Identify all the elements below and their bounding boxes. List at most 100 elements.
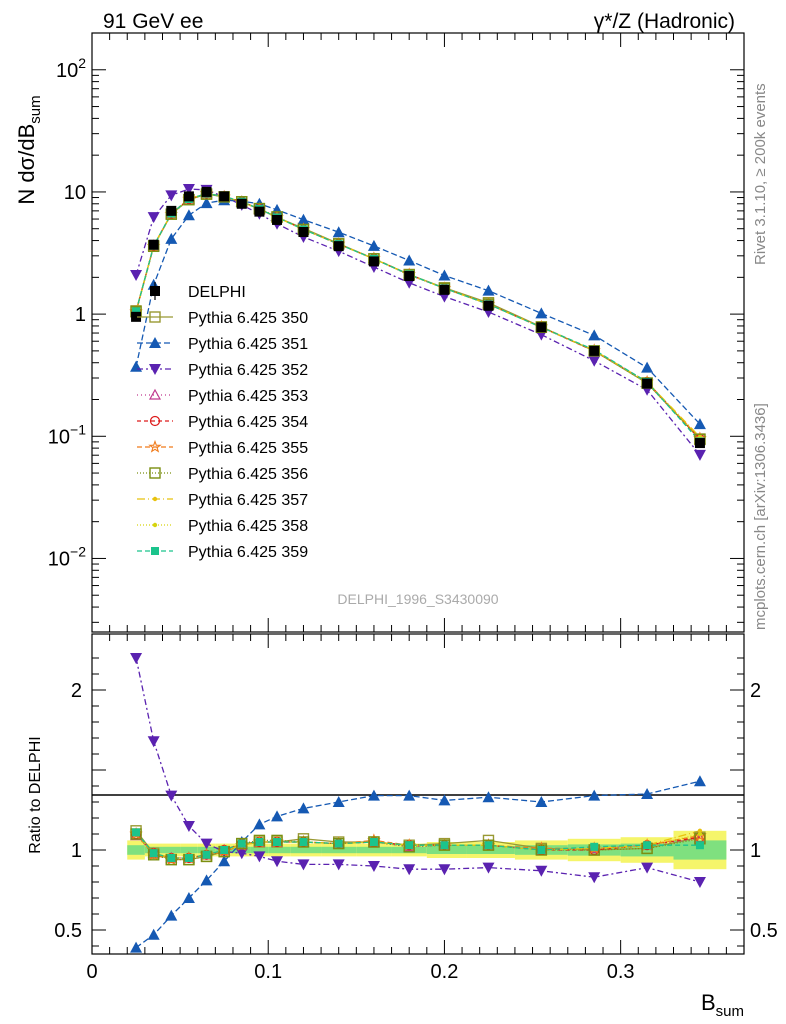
ratio-band-1sigma bbox=[127, 845, 145, 855]
ratio-point-p352 bbox=[535, 865, 548, 877]
main-point-data bbox=[333, 241, 344, 252]
ratio-point-p359 bbox=[369, 838, 378, 846]
main-point-data bbox=[642, 378, 653, 389]
ratio-point-p351 bbox=[482, 791, 495, 803]
ratio-band-1sigma bbox=[356, 846, 392, 854]
main-point-p352 bbox=[130, 270, 143, 282]
ratio-point-p356 bbox=[438, 839, 451, 851]
main-point-p351 bbox=[200, 197, 213, 209]
ratio-point-p351 bbox=[693, 775, 706, 787]
x-tick-label: 0.2 bbox=[431, 961, 459, 983]
main-frame bbox=[91, 32, 745, 633]
ratio-point-p356 bbox=[297, 836, 310, 848]
analysis-watermark: DELPHI_1996_S3430090 bbox=[337, 591, 498, 607]
main-point-data bbox=[404, 271, 415, 282]
main-point-p351 bbox=[438, 269, 451, 281]
ratio-point-p356 bbox=[333, 837, 345, 850]
ratio-point-p352 bbox=[235, 848, 248, 860]
ratio-frame bbox=[91, 633, 745, 955]
ratio-point-p359 bbox=[273, 838, 282, 846]
ratio-point-p359 bbox=[484, 841, 493, 850]
ratio-point-p351 bbox=[182, 892, 195, 903]
ratio-point-p352 bbox=[332, 859, 345, 871]
main-point-p351 bbox=[693, 418, 706, 430]
main-point-p351 bbox=[165, 232, 178, 244]
ratio-point-p352 bbox=[165, 790, 178, 802]
ratio-point-p359 bbox=[537, 846, 546, 854]
ratio-point-p352 bbox=[588, 872, 601, 884]
legend-marker-p352 bbox=[149, 364, 161, 375]
main-point-data bbox=[148, 239, 159, 250]
ratio-y-tick-label-right: 0.5 bbox=[750, 920, 778, 942]
main-point-p351 bbox=[182, 209, 195, 221]
x-axis: 0 0.1 0.2 0.3 bbox=[86, 33, 727, 983]
main-point-data bbox=[536, 322, 547, 333]
ratio-band-1sigma bbox=[290, 846, 322, 854]
ratio-point-p351 bbox=[297, 802, 310, 814]
main-point-data bbox=[236, 198, 247, 209]
x-tick-label: 0.1 bbox=[254, 961, 282, 983]
ratio-point-p356 bbox=[236, 837, 248, 850]
ratio-point-p352 bbox=[482, 862, 495, 874]
legend-label-p355: Pythia 6.425 355 bbox=[188, 440, 308, 457]
main-point-data bbox=[368, 256, 379, 267]
legend-marker-p350 bbox=[149, 311, 161, 323]
ratio-point-p357 bbox=[697, 828, 703, 833]
legend-label-p356: Pythia 6.425 356 bbox=[188, 466, 308, 483]
ratio-point-p351 bbox=[271, 810, 284, 822]
legend-marker-p354 bbox=[149, 415, 161, 427]
ratio-point-p351 bbox=[147, 928, 160, 940]
ratio-y-tick-label-right: 2 bbox=[750, 680, 761, 702]
main-point-data bbox=[183, 191, 194, 202]
main-y-tick-label: 1 bbox=[75, 304, 86, 326]
main-point-data bbox=[201, 186, 212, 197]
ratio-panel: Ratio to DELPHI 0.5 0.5 1 1 2 2 bbox=[27, 633, 778, 955]
main-point-p359 bbox=[132, 307, 141, 316]
ratio-point-p351 bbox=[403, 789, 416, 801]
legend-label-p354: Pythia 6.425 354 bbox=[188, 414, 308, 431]
legend-marker-p355 bbox=[148, 439, 162, 453]
ratio-point-p359 bbox=[132, 828, 141, 837]
ratio-point-p359 bbox=[149, 849, 158, 858]
main-point-p351 bbox=[403, 254, 416, 266]
main-y-tick-label: 10−2 bbox=[48, 543, 86, 570]
main-point-data bbox=[166, 205, 177, 216]
main-point-p351 bbox=[641, 361, 654, 373]
ratio-point-p359 bbox=[299, 838, 308, 846]
main-y-tick-label: 10−1 bbox=[48, 421, 86, 448]
ratio-point-p351 bbox=[165, 909, 178, 921]
ratio-point-p352 bbox=[253, 851, 266, 863]
ratio-point-p352 bbox=[130, 653, 143, 664]
ratio-point-p359 bbox=[220, 846, 229, 854]
ratio-point-p359 bbox=[202, 850, 211, 859]
ratio-point-p351 bbox=[588, 789, 601, 801]
ratio-point-p359 bbox=[167, 854, 176, 862]
legend-label-p358: Pythia 6.425 358 bbox=[188, 518, 308, 535]
ratio-point-p356 bbox=[368, 836, 380, 848]
main-point-p351 bbox=[332, 226, 345, 238]
main-point-data bbox=[694, 438, 705, 449]
legend-label-p359: Pythia 6.425 359 bbox=[188, 544, 308, 561]
ratio-point-p352 bbox=[297, 859, 310, 871]
x-tick-label: 0.3 bbox=[607, 961, 635, 983]
legend-label-p353: Pythia 6.425 353 bbox=[188, 388, 308, 405]
ratio-point-p352 bbox=[200, 838, 213, 850]
main-point-p351 bbox=[482, 284, 495, 296]
ratio-point-p352 bbox=[367, 861, 380, 872]
main-point-p351 bbox=[535, 307, 548, 319]
x-axis-label: Bsum bbox=[701, 990, 744, 1020]
main-point-p351 bbox=[297, 213, 310, 225]
main-panel: DELPHI_1996_S3430090 N dσ/dBsum 10−2 10−1… bbox=[14, 32, 745, 633]
legend-marker-p359 bbox=[151, 547, 159, 555]
ratio-point-p352 bbox=[438, 864, 451, 876]
main-point-p352 bbox=[588, 355, 601, 367]
ratio-point-p359 bbox=[590, 842, 599, 851]
ratio-y-axis-label: Ratio to DELPHI bbox=[27, 736, 44, 853]
ratio-point-p352 bbox=[403, 864, 416, 876]
ratio-point-p359 bbox=[184, 854, 193, 862]
mcplots-label: mcplots.cern.ch [arXiv:1306.3436] bbox=[752, 403, 769, 630]
main-point-p351 bbox=[130, 360, 143, 372]
legend-label-p352: Pythia 6.425 352 bbox=[188, 362, 308, 379]
ratio-point-p352 bbox=[147, 736, 160, 748]
legend: DELPHI Pythia 6.425 350 Pythia 6.425 351 Py… bbox=[137, 282, 308, 561]
